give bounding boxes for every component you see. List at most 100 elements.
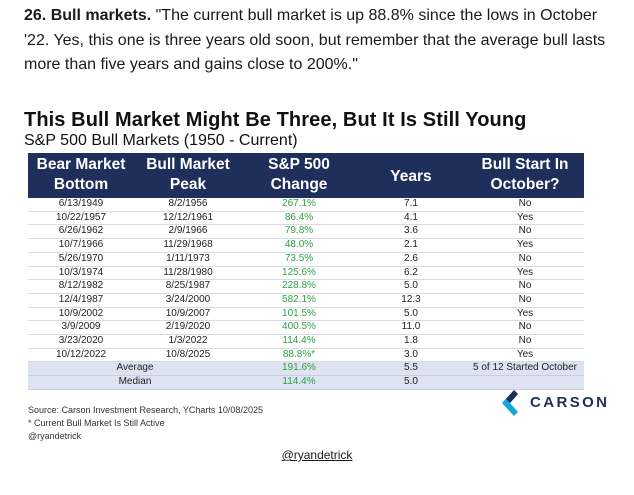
header-bear-bottom-line1: Bear Market <box>28 153 134 175</box>
header-bull-peak-line2: Peak <box>134 175 242 198</box>
median-label: Median <box>28 375 242 390</box>
change-cell: 73.5% <box>242 252 356 267</box>
years-cell: 1.8 <box>356 334 466 349</box>
years-cell: 5.0 <box>356 307 466 322</box>
chart-subtitle: S&P 500 Bull Markets (1950 - Current) <box>24 132 298 149</box>
bull-peak-cell: 3/24/2000 <box>134 293 242 308</box>
bull-peak-cell: 2/9/1966 <box>134 224 242 240</box>
chart-card: This Bull Market Might Be Three, But It … <box>24 108 620 150</box>
change-cell: 267.1% <box>242 198 356 212</box>
average-change: 191.6% <box>242 361 356 377</box>
years-cell: 6.2 <box>356 266 466 281</box>
change-cell: 582.1% <box>242 293 356 308</box>
change-cell: 79.8% <box>242 224 356 240</box>
bear-bottom-cell: 10/9/2002 <box>28 307 134 322</box>
october-cell: No <box>466 252 584 267</box>
october-cell: No <box>466 320 584 336</box>
median-years: 5.0 <box>356 375 466 390</box>
bear-bottom-cell: 12/4/1987 <box>28 293 134 308</box>
header-october-line2: October? <box>466 175 584 198</box>
bull-peak-cell: 8/2/1956 <box>134 198 242 212</box>
bear-bottom-cell: 3/9/2009 <box>28 320 134 336</box>
change-cell: 86.4% <box>242 211 356 226</box>
change-cell: 88.8%* <box>242 348 356 363</box>
october-cell: Yes <box>466 307 584 322</box>
years-cell: 4.1 <box>356 211 466 226</box>
table-row: 3/9/2009 2/19/2020 400.5% 11.0 No <box>28 320 584 336</box>
table-row: 12/4/1987 3/24/2000 582.1% 12.3 No <box>28 293 584 308</box>
bear-bottom-cell: 8/12/1982 <box>28 279 134 294</box>
carson-chevron-icon <box>502 390 518 416</box>
table-row: 5/26/1970 1/11/1973 73.5% 2.6 No <box>28 252 584 267</box>
median-row: Median 114.4% 5.0 <box>28 375 584 390</box>
bear-bottom-cell: 10/12/2022 <box>28 348 134 363</box>
bull-peak-cell: 10/9/2007 <box>134 307 242 322</box>
table-row: 10/9/2002 10/9/2007 101.5% 5.0 Yes <box>28 307 584 322</box>
october-cell: No <box>466 224 584 240</box>
october-cell: Yes <box>466 348 584 363</box>
bull-peak-cell: 2/19/2020 <box>134 320 242 336</box>
years-cell: 2.6 <box>356 252 466 267</box>
change-cell: 228.8% <box>242 279 356 294</box>
average-october: 5 of 12 Started October <box>466 361 584 377</box>
header-years: Years <box>356 153 466 198</box>
change-cell: 101.5% <box>242 307 356 322</box>
years-cell: 3.6 <box>356 224 466 240</box>
carson-logo-text: CARSON <box>530 394 610 411</box>
bull-markets-table: Bear Market Bull Market S&P 500 Years Bu… <box>28 153 584 390</box>
active-note: * Current Bull Market Is Still Active <box>28 418 165 428</box>
header-change-line1: S&P 500 <box>242 153 356 175</box>
years-cell: 11.0 <box>356 320 466 336</box>
years-cell: 12.3 <box>356 293 466 308</box>
bull-peak-cell: 8/25/1987 <box>134 279 242 294</box>
change-cell: 114.4% <box>242 334 356 349</box>
footer-handle: @ryandetrick <box>28 431 82 441</box>
bear-bottom-cell: 10/22/1957 <box>28 211 134 226</box>
intro-paragraph: 26. Bull markets. "The current bull mark… <box>24 4 624 78</box>
intro-number: 26. Bull markets. <box>24 7 152 24</box>
years-cell: 5.0 <box>356 279 466 294</box>
table-row: 8/12/1982 8/25/1987 228.8% 5.0 No <box>28 279 584 294</box>
bull-peak-cell: 1/3/2022 <box>134 334 242 349</box>
average-row: Average 191.6% 5.5 5 of 12 Started Octob… <box>28 361 584 377</box>
bull-peak-cell: 10/8/2025 <box>134 348 242 363</box>
october-cell: Yes <box>466 238 584 253</box>
bear-bottom-cell: 5/26/1970 <box>28 252 134 267</box>
intro-quote: "The current bull market is up 88.8% sin… <box>24 7 606 73</box>
chart-title: This Bull Market Might Be Three, But It … <box>24 109 527 131</box>
change-cell: 48.0% <box>242 238 356 253</box>
table-row: 10/22/1957 12/12/1961 86.4% 4.1 Yes <box>28 211 584 226</box>
years-cell: 7.1 <box>356 198 466 212</box>
source-note: Source: Carson Investment Research, YCha… <box>28 405 263 415</box>
bull-peak-cell: 12/12/1961 <box>134 211 242 226</box>
header-bear-bottom-line2: Bottom <box>28 175 134 198</box>
bull-peak-cell: 11/29/1968 <box>134 238 242 253</box>
change-cell: 125.6% <box>242 266 356 281</box>
october-cell: No <box>466 293 584 308</box>
header-bull-peak-line1: Bull Market <box>134 153 242 175</box>
table-row: 6/26/1962 2/9/1966 79.8% 3.6 No <box>28 224 584 240</box>
bear-bottom-cell: 3/23/2020 <box>28 334 134 349</box>
table-row: 6/13/1949 8/2/1956 267.1% 7.1 No <box>28 198 584 212</box>
bear-bottom-cell: 10/7/1966 <box>28 238 134 253</box>
median-change: 114.4% <box>242 375 356 390</box>
average-years: 5.5 <box>356 361 466 377</box>
median-october <box>466 375 584 390</box>
author-handle-link[interactable]: @ryandetrick <box>281 448 353 462</box>
average-label: Average <box>28 361 242 377</box>
october-cell: No <box>466 198 584 212</box>
bull-peak-cell: 11/28/1980 <box>134 266 242 281</box>
table-row: 10/12/2022 10/8/2025 88.8%* 3.0 Yes <box>28 348 584 363</box>
table-row: 10/3/1974 11/28/1980 125.6% 6.2 Yes <box>28 266 584 281</box>
bull-peak-cell: 1/11/1973 <box>134 252 242 267</box>
bear-bottom-cell: 6/26/1962 <box>28 224 134 240</box>
years-cell: 3.0 <box>356 348 466 363</box>
bear-bottom-cell: 10/3/1974 <box>28 266 134 281</box>
october-cell: No <box>466 334 584 349</box>
bear-bottom-cell: 6/13/1949 <box>28 198 134 212</box>
table-row: 10/7/1966 11/29/1968 48.0% 2.1 Yes <box>28 238 584 253</box>
header-october-line1: Bull Start In <box>466 153 584 175</box>
october-cell: Yes <box>466 211 584 226</box>
october-cell: No <box>466 279 584 294</box>
october-cell: Yes <box>466 266 584 281</box>
